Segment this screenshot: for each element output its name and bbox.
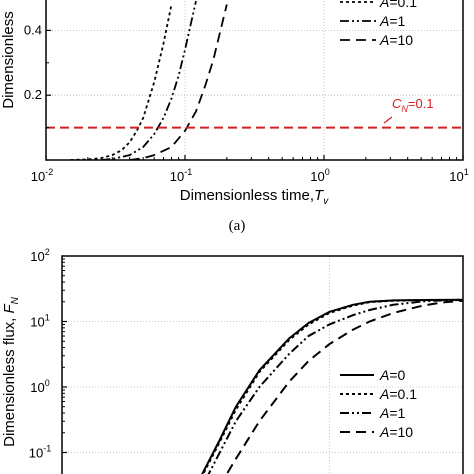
legend-value: =0.1 — [389, 386, 417, 402]
legend-symbol: A — [379, 386, 389, 402]
panel-a-series-line-1 — [101, 0, 197, 160]
panel-b-y-axis-label-subscript: N — [10, 296, 21, 304]
reference-label-subscript: N — [401, 104, 408, 114]
tick-exponent: 1 — [464, 167, 469, 177]
panel-a-y-axis-label: Dimensionless — [0, 11, 17, 109]
legend-symbol: A — [379, 367, 389, 383]
panel-b-y-axis-label: Dimensionless flux, FN — [1, 296, 21, 447]
panel-a-legend-label: A=10 — [379, 32, 413, 48]
tick-base: 10 — [30, 315, 44, 330]
panel-b-y-axis-label-text: Dimensionless flux, — [1, 318, 18, 447]
reference-label-value: =0.1 — [408, 96, 434, 111]
panel-a-legend-label: A=1 — [379, 13, 406, 29]
panel-b-series-line-3 — [225, 299, 463, 474]
legend-symbol: A — [379, 424, 389, 440]
legend-value: =10 — [389, 32, 413, 48]
panel-a-x-tick-label: 10-2 — [31, 167, 53, 184]
panel-a-x-axis-label: Dimensionless time,Tv — [180, 187, 329, 207]
tick-exponent: 2 — [45, 247, 50, 257]
reference-label-symbol: C — [392, 96, 402, 111]
panel-b-legend: A=0A=0.1A=1A=10 — [340, 367, 417, 440]
reference-label: CN=0.1 — [392, 96, 434, 114]
legend-value: =1 — [389, 13, 405, 29]
tick-exponent: -2 — [45, 167, 53, 177]
panel-a-legend: A=0.1A=1A=10 — [340, 0, 417, 48]
panel-b-y-tick-label: 101 — [30, 313, 49, 330]
panel-b-y-tick-label: 100 — [30, 378, 49, 395]
panel-b-series-line-1 — [202, 298, 463, 474]
panel-b-y-axis-label-symbol: F — [1, 304, 18, 314]
legend-value: =0 — [389, 367, 405, 383]
legend-value: =0.1 — [389, 0, 417, 10]
panel-a-legend-label: A=0.1 — [379, 0, 417, 10]
tick-exponent: -1 — [184, 167, 192, 177]
panel-b-grid — [62, 256, 463, 474]
panel-a-frame — [45, 0, 464, 161]
tick-base: 10 — [29, 446, 43, 461]
panel-b-legend-label: A=1 — [379, 405, 406, 421]
legend-value: =10 — [389, 424, 413, 440]
panel-b-y-tick-label: 102 — [30, 247, 49, 264]
panel-a-series-line-0 — [70, 4, 173, 160]
tick-base: 10 — [449, 169, 463, 184]
panel-a-series — [70, 0, 228, 160]
panel-b-legend-label: A=0 — [379, 367, 406, 383]
panel-a-x-tick-label: 10-1 — [170, 167, 192, 184]
panel-a-x-tick-label: 101 — [449, 167, 468, 184]
legend-symbol: A — [379, 405, 389, 421]
tick-exponent: 0 — [45, 378, 50, 388]
panel-a-caption: (a) — [229, 218, 246, 234]
panel-b-frame — [61, 255, 464, 474]
reference-label-arrow — [383, 116, 393, 124]
panel-a-x-axis-label-text: Dimensionless time, — [180, 187, 314, 204]
legend-symbol: A — [379, 32, 389, 48]
panel-a-series-line-2 — [129, 4, 228, 160]
legend-symbol: A — [379, 13, 389, 29]
panel-a-y-tick-label: 0.2 — [24, 87, 42, 102]
panel-a-x-tick-label: 100 — [310, 167, 329, 184]
tick-base: 10 — [30, 380, 44, 395]
tick-exponent: -1 — [43, 444, 51, 454]
tick-base: 10 — [310, 169, 324, 184]
panel-a-x-axis-label-symbol: T — [314, 187, 325, 204]
tick-base: 10 — [31, 169, 45, 184]
panel-a-x-axis-label-subscript: v — [323, 196, 329, 207]
panel-b-legend-label: A=0.1 — [379, 386, 417, 402]
tick-base: 10 — [170, 169, 184, 184]
legend-symbol: A — [379, 0, 389, 10]
tick-base: 10 — [30, 249, 44, 264]
panel-a-grid — [46, 0, 463, 160]
panel-a-chart: CN=0.1 A=0.1A=1A=10 10-2 10-1 100 1010.40.2… — [0, 0, 469, 234]
tick-exponent: 0 — [325, 167, 330, 177]
panel-b-y-tick-label: 10-1 — [29, 444, 51, 461]
panel-a-y-tick-label: 0.4 — [24, 22, 42, 37]
panel-b-legend-label: A=10 — [379, 424, 413, 440]
legend-value: =1 — [389, 405, 405, 421]
panel-b-series-line-2 — [207, 299, 463, 474]
tick-exponent: 1 — [45, 313, 50, 323]
panel-b-series — [201, 298, 463, 474]
